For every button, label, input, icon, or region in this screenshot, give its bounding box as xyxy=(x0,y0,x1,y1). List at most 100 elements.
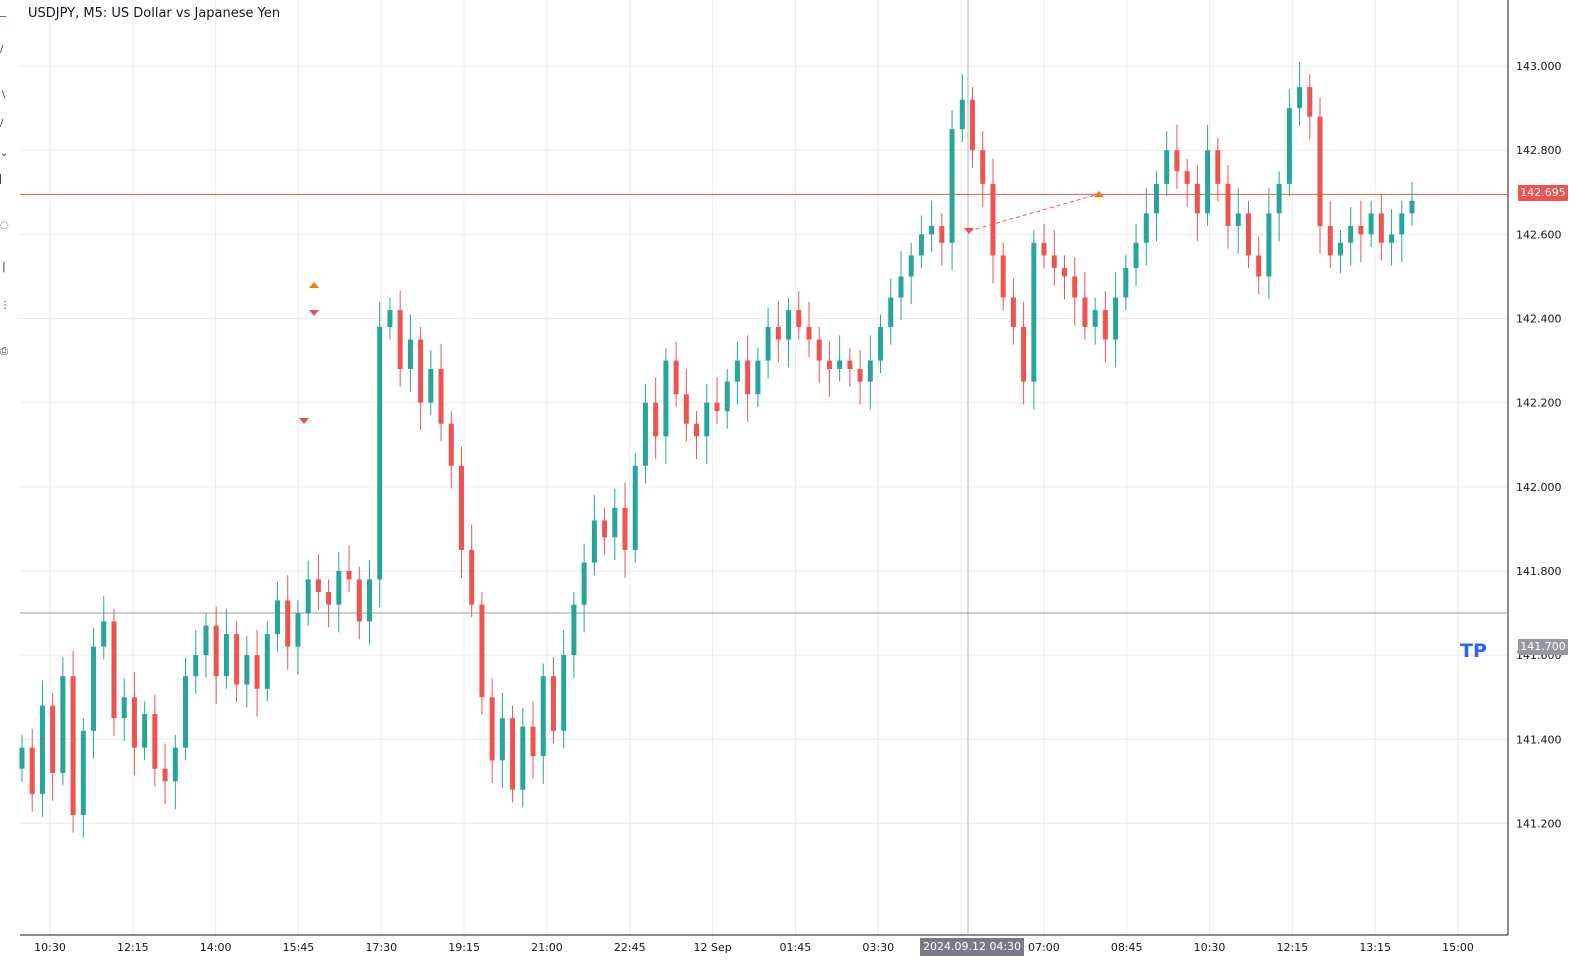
candle-body xyxy=(663,360,669,437)
current-price-label: 142.695 xyxy=(1518,185,1568,201)
candle-body xyxy=(1031,242,1037,382)
candle-body xyxy=(60,676,66,773)
y-tick-label: 141.400 xyxy=(1516,733,1562,746)
candle-body xyxy=(520,726,526,790)
x-tick-label: 15:45 xyxy=(283,941,315,954)
brush-icon[interactable]: ∕ xyxy=(0,118,4,129)
crosshair-date-label: 2024.09.12 04:30 xyxy=(920,938,1025,956)
candle-body xyxy=(622,507,628,550)
candle-body xyxy=(1225,183,1231,226)
pitchfork-icon[interactable]: ∖ xyxy=(0,90,7,101)
candle-body xyxy=(1143,213,1149,243)
candle-body xyxy=(1194,183,1200,214)
candle-body xyxy=(1348,225,1354,243)
candle-body xyxy=(438,369,444,424)
y-tick-label: 141.800 xyxy=(1516,565,1562,578)
candle-body xyxy=(765,326,771,361)
candle-body xyxy=(1123,268,1129,298)
x-tick-label: 12 Sep xyxy=(693,941,731,954)
candle-body xyxy=(1256,255,1262,277)
chart-title: USDJPY, M5: US Dollar vs Japanese Yen xyxy=(28,6,281,21)
candle-body xyxy=(19,747,25,769)
candle-body xyxy=(929,225,935,235)
candle-body xyxy=(1062,268,1067,277)
lock-icon[interactable]: ⎙ xyxy=(0,346,8,357)
candle-body xyxy=(489,697,495,761)
candle-body xyxy=(1286,108,1292,184)
candle-body xyxy=(1266,213,1272,277)
candle-body xyxy=(101,621,107,647)
candle-body xyxy=(786,310,792,340)
candle-body xyxy=(397,310,403,370)
candle-body xyxy=(714,402,720,412)
x-tick-label: 08:45 xyxy=(1111,941,1143,954)
candle-body xyxy=(285,600,291,647)
candle-body xyxy=(990,183,996,256)
x-tick-label: 01:45 xyxy=(780,941,812,954)
candle-body xyxy=(1317,116,1323,226)
candle-body xyxy=(745,360,751,395)
candle-body xyxy=(367,579,372,622)
y-tick-label: 142.200 xyxy=(1516,397,1562,410)
text-icon[interactable]: ⌄ xyxy=(0,148,9,159)
buy-arrow-icon xyxy=(309,282,319,288)
candle-body xyxy=(540,676,546,757)
candle-body xyxy=(1184,171,1190,184)
left-toolbar: ─ ∕ ∖ ∕ ⌄ ⎸ ◌ ⎪ ⋮ ⎙ xyxy=(0,0,14,380)
x-tick-label: 12:15 xyxy=(117,941,149,954)
ruler-icon[interactable]: ⎪ xyxy=(0,262,8,273)
candle-body xyxy=(1205,150,1211,214)
candle-body xyxy=(734,360,740,382)
candle-body xyxy=(499,718,505,761)
cursor-icon[interactable]: ─ xyxy=(0,12,7,23)
candle-body xyxy=(837,360,843,370)
candle-body xyxy=(775,326,781,340)
pattern-icon[interactable]: ⎸ xyxy=(0,174,10,185)
zoom-icon[interactable]: ⋮ xyxy=(0,300,10,311)
candle-body xyxy=(39,705,45,794)
candle-body xyxy=(70,676,76,816)
candle-body xyxy=(1000,255,1006,298)
candle-body xyxy=(356,579,362,622)
candle-body xyxy=(642,402,648,466)
candle-body xyxy=(867,360,873,382)
candle-body xyxy=(172,747,178,782)
sell-arrow-icon xyxy=(309,310,319,316)
trend-line-icon[interactable]: ∕ xyxy=(0,44,4,55)
candle-body xyxy=(1399,213,1405,235)
candle-body xyxy=(704,402,710,437)
candle-body xyxy=(510,718,516,790)
x-tick-label: 13:15 xyxy=(1359,941,1391,954)
candle-body xyxy=(80,730,86,816)
y-tick-label: 142.600 xyxy=(1516,228,1562,241)
candle-body xyxy=(1235,213,1241,226)
candle-body xyxy=(918,234,924,256)
candle-body xyxy=(264,634,270,689)
candle-body xyxy=(1389,234,1395,243)
x-tick-label: 12:15 xyxy=(1277,941,1309,954)
candle-body xyxy=(295,613,301,647)
candle-body xyxy=(183,676,189,748)
candle-body xyxy=(213,625,219,677)
candle-body xyxy=(602,520,608,538)
candle-body xyxy=(223,634,229,677)
candle-body xyxy=(1215,150,1221,184)
x-tick-label: 10:30 xyxy=(34,941,66,954)
take-profit-marker[interactable]: TP xyxy=(1460,640,1487,662)
candle-body xyxy=(857,369,863,382)
y-tick-label: 141.200 xyxy=(1516,817,1562,830)
measure-icon[interactable]: ◌ xyxy=(0,220,9,231)
candle-body xyxy=(632,465,638,550)
candle-body xyxy=(428,369,434,403)
x-tick-label: 15:00 xyxy=(1442,941,1474,954)
candle-body xyxy=(29,747,35,794)
candle-body xyxy=(1358,225,1364,235)
x-tick-label: 17:30 xyxy=(365,941,397,954)
candle-body xyxy=(939,225,945,243)
candle-body xyxy=(458,465,464,550)
candle-body xyxy=(1010,297,1016,327)
candle-body xyxy=(244,655,250,685)
candle-body xyxy=(448,423,454,466)
candle-body xyxy=(683,394,689,424)
